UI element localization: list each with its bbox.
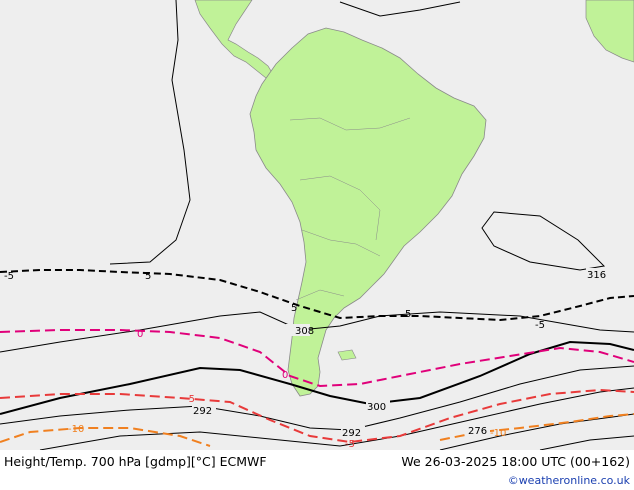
height-label: 292 bbox=[193, 406, 212, 417]
height-labels: 308 316 300 292 292 276 bbox=[192, 268, 610, 439]
map-valid-time: We 26-03-2025 18:00 UTC (00+162) bbox=[401, 454, 630, 469]
height-label: 292 bbox=[342, 428, 361, 439]
height-contour-300 bbox=[0, 340, 634, 415]
temp-label: -5 bbox=[4, 271, 14, 282]
map-footer: Height/Temp. 700 hPa [gdmp][°C] ECMWF We… bbox=[0, 450, 634, 490]
height-contour-308 bbox=[0, 311, 634, 353]
height-label: 300 bbox=[367, 402, 386, 413]
height-label: 316 bbox=[587, 270, 606, 281]
temp-contour-0 bbox=[0, 329, 634, 388]
temp-label: -5 bbox=[535, 320, 545, 331]
temp-label: -10 bbox=[68, 424, 84, 435]
temp-label: -10 bbox=[490, 428, 506, 439]
south-america-landmass bbox=[249, 27, 487, 397]
africa-landmass bbox=[585, 0, 634, 63]
temp-contour-5 bbox=[0, 269, 634, 322]
temp-label: 0 bbox=[137, 329, 143, 340]
height-contour-ne-loop bbox=[339, 1, 461, 17]
height-label: 276 bbox=[468, 426, 487, 437]
temp-label: 5 bbox=[291, 303, 297, 314]
height-contour-west-loop bbox=[109, 0, 191, 265]
temp-contour-minus5 bbox=[0, 388, 634, 444]
height-label: 308 bbox=[295, 326, 314, 337]
height-contour-268 bbox=[539, 435, 634, 450]
height-contour-292 bbox=[0, 365, 634, 431]
height-contour-284 bbox=[39, 387, 634, 450]
country-borders bbox=[289, 117, 411, 301]
temperature-labels: -5 5 5 5 -5 0 0 -5 -5 -10 -10 bbox=[4, 271, 545, 450]
map-title: Height/Temp. 700 hPa [gdmp][°C] ECMWF bbox=[4, 454, 267, 469]
temp-label: 5 bbox=[145, 271, 151, 282]
height-contour-316 bbox=[481, 211, 606, 271]
temp-contour-minus10 bbox=[0, 427, 211, 447]
falkland-islands bbox=[337, 349, 357, 361]
temp-label: -5 bbox=[185, 394, 195, 405]
temp-label: 0 bbox=[282, 370, 288, 381]
weather-map: 308 316 300 292 292 276 -5 5 5 5 -5 0 0 … bbox=[0, 0, 634, 450]
temp-label: 5 bbox=[405, 309, 411, 320]
source-credit-link[interactable]: ©weatheronline.co.uk bbox=[507, 474, 630, 487]
temp-label: -5 bbox=[345, 439, 355, 450]
